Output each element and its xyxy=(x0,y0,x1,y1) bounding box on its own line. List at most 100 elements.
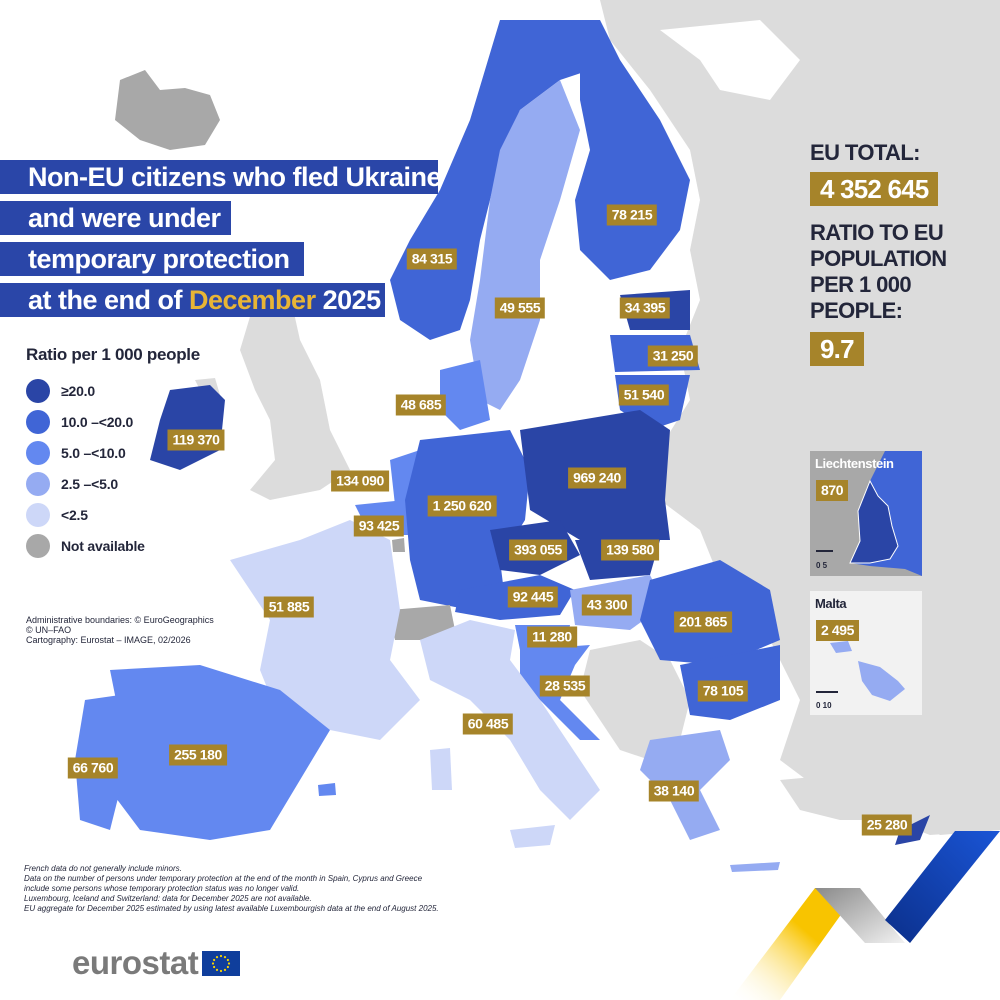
title-line-4-suffix: 2025 xyxy=(315,285,382,315)
sicily xyxy=(510,825,555,848)
credit-line: © UN–FAO xyxy=(26,625,72,635)
label-slovakia: 139 580 xyxy=(601,539,659,561)
label-estonia: 34 395 xyxy=(619,297,671,319)
legend-swatch-icon xyxy=(26,378,50,403)
label-denmark: 48 685 xyxy=(395,394,447,416)
label-cyprus: 25 280 xyxy=(861,814,913,836)
label-romania: 201 865 xyxy=(674,611,732,633)
legend-swatch-icon xyxy=(26,440,50,465)
label-finland: 78 215 xyxy=(606,204,658,226)
balearic-islands xyxy=(318,783,336,796)
credit-line: Administrative boundaries: © EuroGeograp… xyxy=(26,615,214,625)
credits: Administrative boundaries: © EuroGeograp… xyxy=(26,615,214,645)
legend-label: Not available xyxy=(61,537,145,554)
title-line-2: and were under xyxy=(0,201,231,235)
balkans-non-eu xyxy=(580,640,690,760)
malta-shape xyxy=(830,641,905,701)
legend-swatch-icon xyxy=(26,533,50,558)
label-lithuania: 51 540 xyxy=(618,384,670,406)
scale-bar-icon xyxy=(816,691,838,695)
legend-label: 10.0 –<20.0 xyxy=(61,413,134,430)
label-portugal: 66 760 xyxy=(67,757,119,779)
inset-liechtenstein: Liechtenstein 870 0 5 xyxy=(810,451,922,576)
credit-line: Cartography: Eurostat – IMAGE, 02/2026 xyxy=(26,635,191,645)
label-sweden: 49 555 xyxy=(494,297,546,319)
inset-malta-title: Malta xyxy=(815,596,847,611)
eu-total-value: 4 352 645 xyxy=(810,172,939,206)
legend-title: Ratio per 1 000 people xyxy=(26,345,200,364)
legend-swatch-icon xyxy=(26,471,50,496)
label-austria: 92 445 xyxy=(507,586,559,608)
label-italy: 60 485 xyxy=(462,713,514,735)
label-spain: 255 180 xyxy=(169,744,227,766)
crete xyxy=(730,862,780,872)
inset-liechtenstein-scale: 0 5 xyxy=(816,561,828,570)
footnote: Data on the number of persons under temp… xyxy=(24,874,423,883)
label-netherlands: 134 090 xyxy=(331,470,389,492)
legend: Ratio per 1 000 people ≥20.0 10.0 –<20.0… xyxy=(26,344,226,561)
inset-malta: Malta 2 495 0 10 xyxy=(810,591,922,715)
eurostat-logo: eurostat xyxy=(72,944,241,982)
legend-item: <2.5 xyxy=(26,499,226,530)
france xyxy=(230,520,420,740)
finland xyxy=(575,60,690,280)
label-bulgaria: 78 105 xyxy=(697,680,749,702)
legend-swatch-icon xyxy=(26,502,50,527)
sardinia xyxy=(430,748,452,790)
label-norway: 84 315 xyxy=(406,248,458,270)
legend-item: ≥20.0 xyxy=(26,375,226,406)
sweden xyxy=(470,80,580,410)
footnote: include some persons whose temporary pro… xyxy=(24,884,300,893)
switzerland xyxy=(390,605,455,640)
label-germany: 1 250 620 xyxy=(427,495,497,517)
title-line-1: Non-EU citizens who fled Ukraine xyxy=(0,160,442,194)
label-czechia: 393 055 xyxy=(509,539,567,561)
iceland xyxy=(115,70,220,150)
ribbon-blue xyxy=(885,831,1000,943)
label-croatia: 28 535 xyxy=(539,675,591,697)
logo-text: eurostat xyxy=(72,944,199,981)
label-slovenia: 11 280 xyxy=(527,626,577,648)
label-greece: 38 140 xyxy=(648,780,700,802)
ribbon-yellow xyxy=(730,888,860,1000)
label-france: 51 885 xyxy=(263,596,315,618)
title-month-highlight: December xyxy=(189,285,316,315)
eu-total-panel: EU TOTAL: 4 352 645 RATIO TO EU POPULATI… xyxy=(810,140,990,380)
legend-swatch-icon xyxy=(26,409,50,434)
legend-label: 2.5 –<5.0 xyxy=(61,475,118,492)
eu-total-label: EU TOTAL: xyxy=(810,140,920,165)
ribbon-grey xyxy=(815,888,905,943)
eu-flag-icon xyxy=(202,950,241,976)
legend-label: <2.5 xyxy=(61,506,88,523)
scale-bar-icon xyxy=(816,550,833,554)
cyprus xyxy=(895,815,930,845)
title-line-3: temporary protection xyxy=(0,242,304,276)
title-line-4: at the end of December 2025 xyxy=(0,283,385,317)
uk-land xyxy=(240,295,350,500)
legend-item: 5.0 –<10.0 xyxy=(26,437,226,468)
legend-label: 5.0 –<10.0 xyxy=(61,444,126,461)
eu-ratio-value: 9.7 xyxy=(810,332,864,366)
denmark xyxy=(440,360,490,430)
white-sea xyxy=(660,20,800,100)
eu-ratio-label: RATIO TO EU POPULATION PER 1 000 PEOPLE: xyxy=(810,220,947,323)
footnote: Luxembourg, Iceland and Switzerland: dat… xyxy=(24,894,312,903)
title-line-4-prefix: at the end of xyxy=(28,285,189,315)
legend-item: Not available xyxy=(26,530,226,561)
inset-malta-scale: 0 10 xyxy=(816,701,832,710)
footnote: EU aggregate for December 2025 estimated… xyxy=(24,904,439,913)
legend-label: ≥20.0 xyxy=(61,382,95,399)
footnotes: French data do not generally include min… xyxy=(24,864,439,914)
label-hungary: 43 300 xyxy=(581,594,633,616)
legend-item: 2.5 –<5.0 xyxy=(26,468,226,499)
legend-item: 10.0 –<20.0 xyxy=(26,406,226,437)
label-ireland: 119 370 xyxy=(167,429,225,451)
map-title: Non-EU citizens who fled Ukraine and wer… xyxy=(0,160,442,324)
liechtenstein-shape xyxy=(849,451,922,576)
turkey-land xyxy=(780,760,1000,835)
footnote: French data do not generally include min… xyxy=(24,864,182,873)
inset-malta-value: 2 495 xyxy=(816,620,860,641)
label-poland: 969 240 xyxy=(568,467,626,489)
inset-liechtenstein-title: Liechtenstein xyxy=(815,456,894,471)
label-belgium: 93 425 xyxy=(353,515,405,537)
